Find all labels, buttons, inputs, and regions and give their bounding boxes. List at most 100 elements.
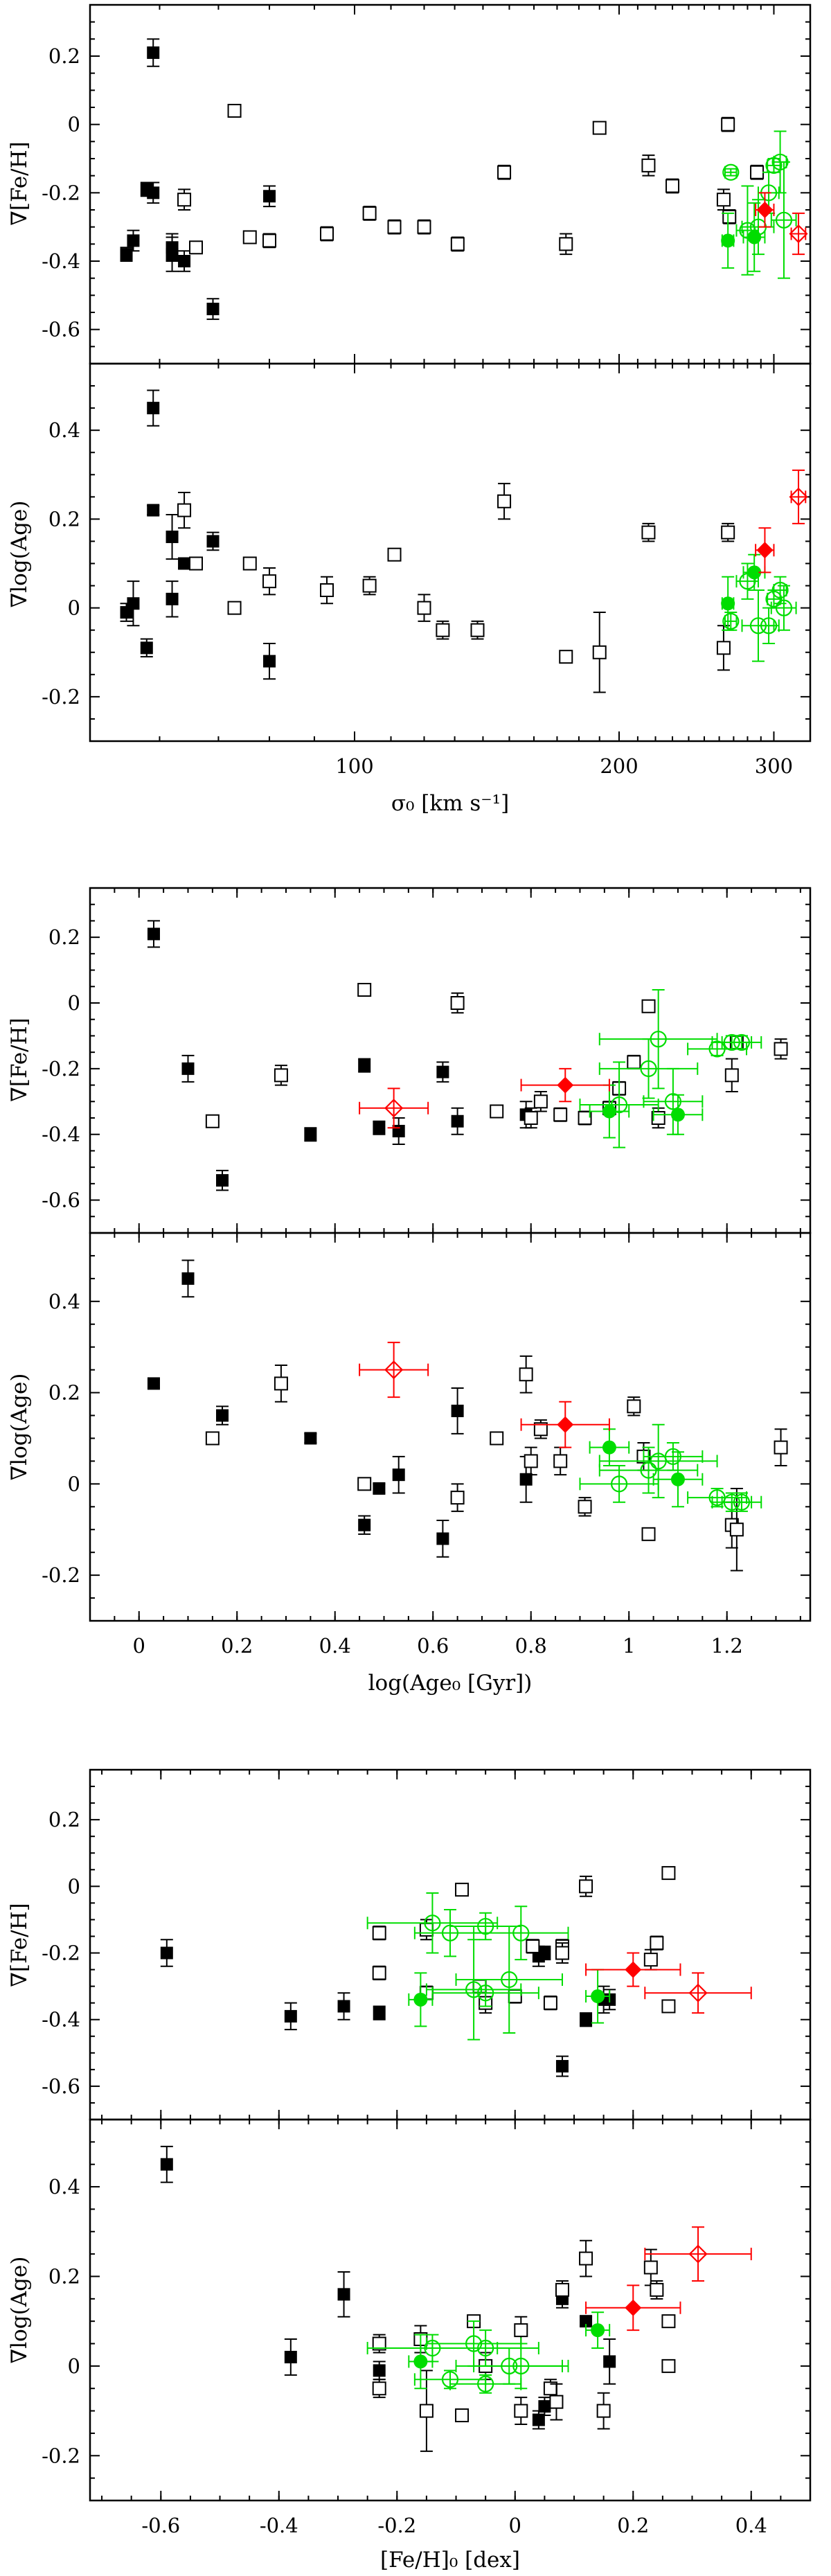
marker-open-circle: [708, 1489, 726, 1507]
marker-open-square: [555, 1946, 569, 1960]
series-open-red: [789, 469, 808, 524]
marker-filled-square: [178, 557, 191, 570]
data-point: [526, 1939, 540, 1954]
marker-open-circle: [640, 1060, 657, 1077]
marker-open-circle: [465, 2335, 483, 2352]
data-point: [578, 1110, 592, 1126]
series-filled-black: [120, 38, 276, 320]
panel-frame: [89, 2118, 812, 2502]
marker-open-square: [387, 220, 402, 234]
series-open-green: [722, 562, 797, 662]
y-tick-label: 0: [68, 113, 80, 136]
marker-filled-square: [216, 1174, 229, 1187]
marker-open-circle: [722, 612, 740, 630]
data-point: [644, 2226, 752, 2282]
data-point: [533, 1419, 548, 1439]
marker-filled-square: [284, 2009, 297, 2023]
data-point: [771, 576, 789, 605]
data-point: [425, 1939, 522, 2041]
marker-open-square: [627, 1399, 641, 1414]
marker-open-square: [721, 117, 735, 132]
x-tick-label: 1.2: [711, 1634, 743, 1658]
marker-open-square: [579, 2251, 593, 2266]
y-tick-label: -0.2: [42, 1563, 80, 1587]
marker-filled-square: [358, 1518, 371, 1531]
marker-open-square: [274, 1068, 288, 1083]
series-filled-red: [585, 1952, 681, 1987]
data-point: [451, 1387, 464, 1434]
data-point: [559, 233, 573, 256]
data-point: [555, 2055, 569, 2077]
data-point: [598, 1423, 718, 1499]
series-filled-green: [408, 1969, 611, 2027]
data-point: [650, 1935, 664, 1951]
marker-open-circle: [512, 2357, 530, 2374]
data-point: [372, 2334, 386, 2354]
data-point: [304, 1432, 317, 1445]
x-tick-label: 0: [133, 1634, 145, 1658]
data-point: [641, 999, 656, 1013]
marker-filled-square: [603, 2355, 616, 2368]
data-point: [665, 178, 680, 194]
data-point: [585, 2284, 681, 2331]
data-point: [189, 240, 204, 255]
marker-open-square: [177, 193, 192, 207]
data-point: [592, 121, 607, 135]
data-point: [643, 1442, 704, 1471]
marker-open-square: [579, 1879, 593, 1894]
data-point: [455, 2408, 470, 2423]
marker-open-square: [650, 1936, 664, 1951]
data-point: [274, 1065, 288, 1086]
marker-filled-square: [147, 46, 160, 60]
data-point: [627, 1396, 641, 1416]
marker-filled-square: [580, 2315, 593, 2328]
marker-open-circle: [760, 617, 778, 634]
data-point: [373, 2005, 386, 2020]
data-point: [227, 103, 242, 118]
marker-open-diamond: [789, 487, 808, 506]
y-tick-label: -0.4: [42, 249, 80, 273]
marker-filled-square: [140, 641, 153, 655]
y-tick-label: 0.4: [48, 1290, 80, 1313]
data-point: [372, 2379, 386, 2399]
data-point: [520, 1067, 610, 1103]
data-point: [770, 161, 797, 279]
data-point: [357, 1477, 372, 1491]
panel-3-2: 0.4 0.2 0 -0.2 ∇log(Age): [7, 2118, 812, 2502]
marker-filled-square: [555, 2060, 569, 2073]
marker-open-diamond: [688, 1983, 708, 2002]
marker-open-square: [555, 2282, 569, 2297]
y-tick-label: -0.2: [42, 685, 80, 709]
marker-open-square: [189, 556, 204, 571]
marker-open-square: [357, 983, 372, 997]
data-point: [366, 1892, 499, 1954]
marker-open-diamond: [384, 1099, 404, 1118]
marker-open-square: [524, 1454, 538, 1468]
data-point: [242, 230, 257, 245]
x-axis-label: σ₀ [km s⁻¹]: [391, 791, 509, 816]
marker-open-square: [262, 233, 277, 248]
marker-open-square: [490, 1431, 504, 1446]
data-point: [721, 1492, 762, 1512]
series-open-red: [644, 1972, 752, 2014]
marker-open-square: [716, 193, 731, 207]
marker-open-square: [641, 158, 656, 172]
data-point: [181, 1054, 195, 1083]
marker-open-square: [578, 1500, 592, 1514]
data-point: [263, 642, 276, 680]
data-point: [359, 1342, 429, 1398]
data-point: [337, 2271, 350, 2318]
data-point: [450, 992, 465, 1014]
x-tick-label: 1: [623, 1634, 635, 1658]
data-point: [603, 2338, 616, 2385]
y-tick-label: 0.2: [48, 925, 80, 949]
series-filled-red: [520, 1401, 610, 1448]
data-point: [735, 185, 759, 276]
marker-filled-circle: [721, 233, 735, 248]
data-point: [166, 236, 179, 272]
series-open-black: [205, 1355, 788, 1572]
data-point: [524, 1446, 538, 1476]
marker-open-square: [729, 1522, 744, 1537]
x-tick-label: 0.2: [221, 1634, 253, 1658]
marker-filled-square: [532, 2413, 545, 2426]
